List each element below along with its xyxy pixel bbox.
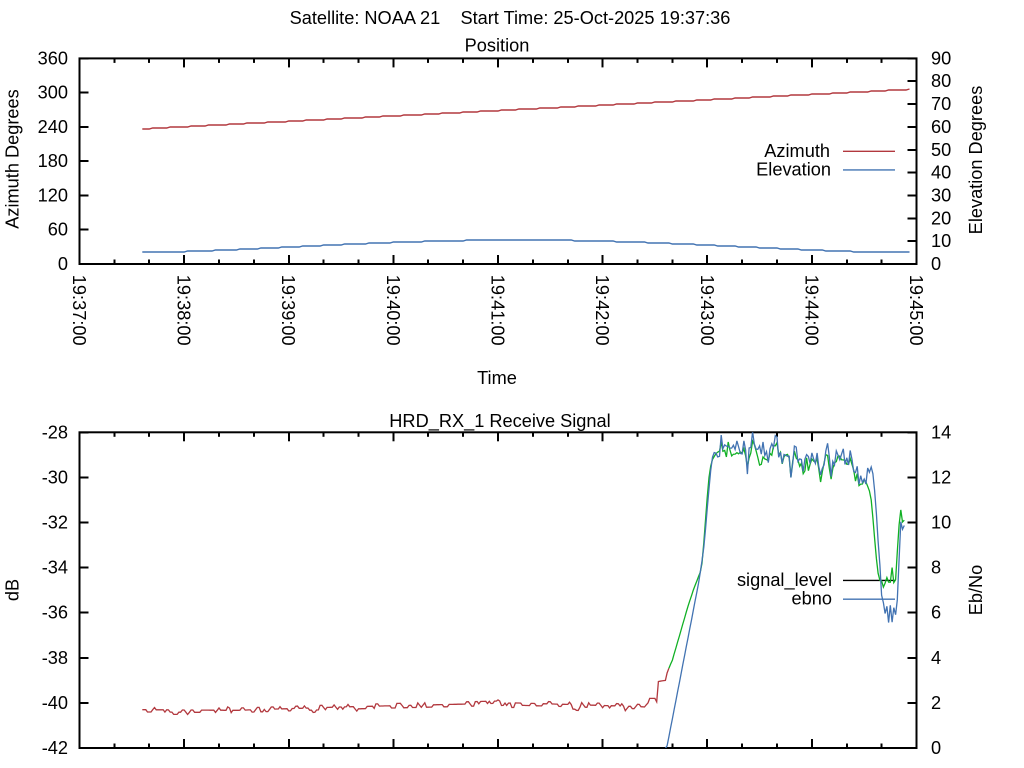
svg-text:signal_level: signal_level — [737, 570, 832, 591]
svg-text:-28: -28 — [42, 422, 68, 442]
svg-text:360: 360 — [38, 48, 68, 68]
svg-text:20: 20 — [931, 208, 951, 228]
svg-text:180: 180 — [38, 151, 68, 171]
svg-text:19:45:00: 19:45:00 — [906, 275, 926, 346]
svg-text:19:37:00: 19:37:00 — [69, 275, 89, 346]
svg-text:19:43:00: 19:43:00 — [697, 275, 717, 346]
svg-text:300: 300 — [38, 83, 68, 103]
svg-text:14: 14 — [931, 422, 951, 442]
svg-text:70: 70 — [931, 94, 951, 114]
svg-text:0: 0 — [58, 254, 68, 274]
svg-text:4: 4 — [931, 648, 941, 668]
svg-text:10: 10 — [931, 231, 951, 251]
svg-text:19:38:00: 19:38:00 — [174, 275, 194, 346]
svg-text:60: 60 — [48, 220, 68, 240]
svg-text:19:39:00: 19:39:00 — [278, 275, 298, 346]
svg-text:Azimuth Degrees: Azimuth Degrees — [3, 89, 23, 229]
svg-text:0: 0 — [931, 738, 941, 758]
svg-text:HRD_RX_1 Receive Signal: HRD_RX_1 Receive Signal — [389, 411, 610, 432]
svg-text:120: 120 — [38, 186, 68, 206]
svg-text:80: 80 — [931, 71, 951, 91]
svg-text:40: 40 — [931, 163, 951, 183]
svg-text:0: 0 — [931, 254, 941, 274]
svg-text:-32: -32 — [42, 513, 68, 533]
svg-text:60: 60 — [931, 117, 951, 137]
svg-text:ebno: ebno — [792, 589, 832, 609]
svg-text:19:41:00: 19:41:00 — [488, 275, 508, 346]
svg-text:10: 10 — [931, 513, 951, 533]
svg-text:Eb/No: Eb/No — [966, 565, 986, 616]
svg-text:50: 50 — [931, 140, 951, 160]
svg-text:-38: -38 — [42, 648, 68, 668]
svg-text:6: 6 — [931, 603, 941, 623]
svg-text:30: 30 — [931, 186, 951, 206]
svg-text:Satellite: NOAA 21 Start Ti: Satellite: NOAA 21 Start Time: 25-Oct-20… — [290, 8, 731, 28]
svg-text:19:42:00: 19:42:00 — [592, 275, 612, 346]
svg-text:8: 8 — [931, 558, 941, 578]
svg-text:19:40:00: 19:40:00 — [383, 275, 403, 346]
svg-text:Elevation: Elevation — [756, 160, 831, 180]
svg-text:240: 240 — [38, 117, 68, 137]
svg-text:-40: -40 — [42, 693, 68, 713]
svg-text:Azimuth: Azimuth — [764, 141, 830, 161]
svg-text:19:44:00: 19:44:00 — [801, 275, 821, 346]
svg-text:-34: -34 — [42, 558, 68, 578]
svg-text:dB: dB — [3, 579, 23, 601]
svg-text:-36: -36 — [42, 603, 68, 623]
svg-text:90: 90 — [931, 48, 951, 68]
svg-text:Time: Time — [477, 368, 517, 388]
svg-text:2: 2 — [931, 693, 941, 713]
svg-text:-30: -30 — [42, 467, 68, 487]
svg-text:-42: -42 — [42, 738, 68, 758]
svg-text:12: 12 — [931, 467, 951, 487]
svg-text:Elevation Degrees: Elevation Degrees — [966, 86, 986, 235]
svg-text:Position: Position — [465, 36, 530, 56]
